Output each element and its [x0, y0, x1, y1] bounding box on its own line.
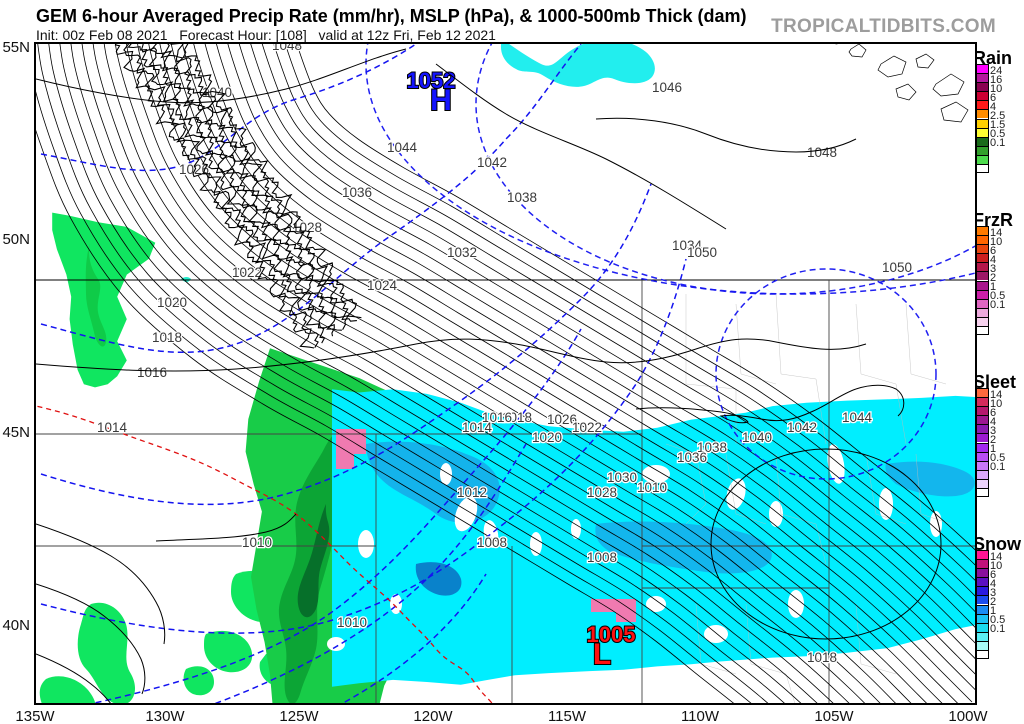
svg-text:1050: 1050 [882, 260, 912, 275]
svg-text:1008: 1008 [477, 535, 507, 550]
svg-text:H: H [430, 84, 452, 117]
svg-text:1032: 1032 [447, 245, 477, 260]
svg-text:1016: 1016 [137, 365, 167, 380]
svg-text:1044: 1044 [842, 410, 873, 425]
svg-text:1042: 1042 [477, 155, 507, 170]
svg-text:1024: 1024 [367, 278, 398, 293]
svg-text:1010: 1010 [637, 480, 667, 495]
svg-text:1014: 1014 [97, 420, 128, 435]
svg-text:1018: 1018 [152, 330, 182, 345]
svg-text:1042: 1042 [787, 420, 817, 435]
svg-text:1050: 1050 [687, 245, 717, 260]
svg-text:1020: 1020 [157, 295, 187, 310]
svg-text:1010: 1010 [337, 615, 367, 630]
svg-text:1044: 1044 [387, 140, 418, 155]
svg-text:1010: 1010 [242, 535, 272, 550]
svg-text:1036: 1036 [677, 450, 707, 465]
svg-text:1020: 1020 [532, 430, 562, 445]
svg-text:1046: 1046 [652, 80, 682, 95]
svg-text:1028: 1028 [587, 485, 617, 500]
svg-text:1036: 1036 [342, 185, 372, 200]
svg-text:1022: 1022 [572, 420, 602, 435]
svg-text:1008: 1008 [587, 550, 617, 565]
svg-text:1018: 1018 [807, 650, 837, 665]
svg-text:1014: 1014 [462, 420, 493, 435]
svg-text:L: L [593, 638, 611, 671]
svg-text:1022: 1022 [232, 265, 262, 280]
svg-text:1012: 1012 [457, 485, 487, 500]
svg-text:1038: 1038 [507, 190, 537, 205]
svg-text:1030: 1030 [607, 470, 637, 485]
svg-text:1048: 1048 [272, 44, 302, 53]
svg-text:1040: 1040 [742, 430, 772, 445]
